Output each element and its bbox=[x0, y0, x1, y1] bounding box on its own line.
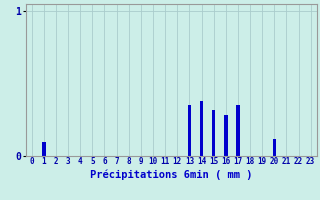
X-axis label: Précipitations 6min ( mm ): Précipitations 6min ( mm ) bbox=[90, 169, 252, 180]
Bar bbox=[200, 101, 203, 156]
Bar bbox=[42, 142, 46, 156]
Bar bbox=[212, 110, 215, 156]
Bar bbox=[224, 115, 228, 156]
Bar bbox=[273, 139, 276, 156]
Bar bbox=[236, 105, 240, 156]
Bar bbox=[188, 105, 191, 156]
